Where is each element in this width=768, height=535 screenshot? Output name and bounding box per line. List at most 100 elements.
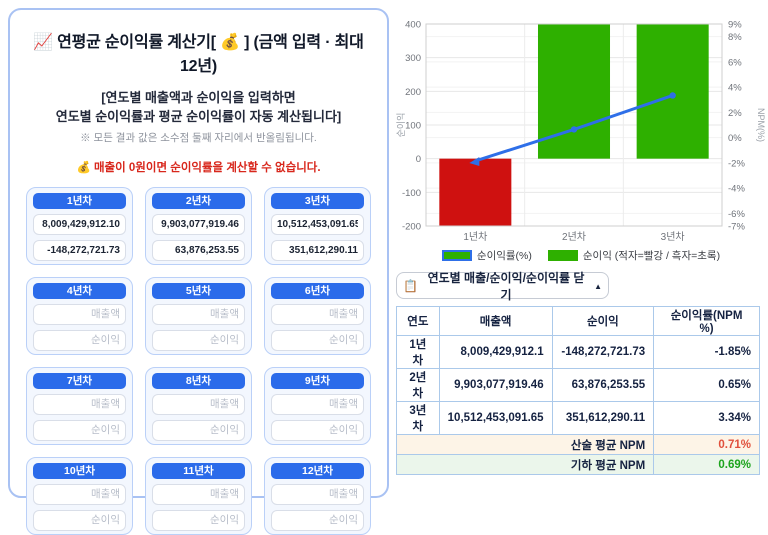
year-badge: 10년차 <box>33 462 126 479</box>
revenue-input[interactable] <box>152 213 245 235</box>
svg-text:순이익: 순이익 <box>396 113 406 138</box>
profit-input[interactable] <box>271 419 364 441</box>
zero-revenue-warning: 💰 매출이 0원이면 순이익률을 계산할 수 없습니다. <box>26 159 371 175</box>
zero-revenue-warning-text: 매출이 0원이면 순이익률을 계산할 수 없습니다. <box>93 161 321 174</box>
revenue-input[interactable] <box>152 393 245 415</box>
table-row: 1년차 8,009,429,912.1 -148,272,721.73 -1.85% <box>396 335 760 369</box>
svg-text:NPM(%): NPM(%) <box>756 108 766 142</box>
profit-input[interactable] <box>271 239 364 261</box>
year-card: 4년차 <box>26 276 133 355</box>
results-column: 400 300 200 100 0 -100 -200 9% 8% 6% 4% 2% 0% -2% -4% -… <box>395 0 768 502</box>
table-header-cell: 연도 <box>396 306 440 336</box>
table-cell-npm: -1.85% <box>653 335 760 369</box>
table-cell-npm: 3.34% <box>653 401 760 435</box>
table-cell-npm: 0.65% <box>653 368 760 402</box>
profit-input[interactable] <box>33 419 126 441</box>
svg-text:2년차: 2년차 <box>562 231 586 243</box>
svg-text:9%: 9% <box>728 20 742 31</box>
svg-text:8%: 8% <box>728 32 742 43</box>
year-card: 7년차 <box>26 366 133 445</box>
legend-item[interactable]: 순이익률(%) <box>441 248 532 263</box>
legend-swatch <box>547 250 578 261</box>
svg-text:300: 300 <box>405 53 421 64</box>
year-badge: 4년차 <box>33 282 126 299</box>
year-card: 8년차 <box>145 366 252 445</box>
revenue-input[interactable] <box>33 393 126 415</box>
summary-label: 산술 평균 NPM <box>395 434 655 455</box>
summary-label: 기하 평균 NPM <box>395 454 655 475</box>
summary-row: 산술 평균 NPM 0.71% <box>395 434 760 455</box>
table-header-cell: 순이익률(NPM %) <box>653 306 760 336</box>
year-card: 6년차 <box>264 276 371 355</box>
legend-label: 순이익률(%) <box>476 250 532 262</box>
rounding-note: ※ 모든 결과 값은 소수점 둘째 자리에서 반올림됩니다. <box>80 131 317 144</box>
instructions: [연도별 매출액과 순이익을 입력하면 연도별 순이익률과 평균 순이익률이 자… <box>26 89 371 127</box>
legend-label: 순이익 (적자=빨강 / 흑자=초록) <box>582 250 721 262</box>
profit-input[interactable] <box>271 509 364 531</box>
year-cards-grid: 1년차 2년차 3년차 4년차 5년차 6년차 7년차 8년차 9년차 10년차 11년차 12년차 <box>26 186 371 535</box>
table-cell-revenue: 9,903,077,919.46 <box>438 368 553 402</box>
table-header-row: 연도 매출액 순이익 순이익률(NPM %) <box>396 306 760 336</box>
year-card: 12년차 <box>264 456 371 535</box>
profit-input[interactable] <box>152 419 245 441</box>
profit-input[interactable] <box>152 329 245 351</box>
svg-text:200: 200 <box>405 87 421 98</box>
revenue-input[interactable] <box>152 303 245 325</box>
results-table-head: 연도 매출액 순이익 순이익률(NPM %) <box>396 306 760 336</box>
year-badge: 12년차 <box>271 462 364 479</box>
svg-text:100: 100 <box>405 121 421 132</box>
year-card: 3년차 <box>264 186 371 265</box>
svg-text:-100: -100 <box>402 188 421 199</box>
table-header-cell: 매출액 <box>438 306 553 336</box>
toggle-table-label: 연도별 매출/순이익/순이익률 닫기 <box>427 270 585 302</box>
svg-text:-6%: -6% <box>728 209 745 220</box>
table-cell-profit: 351,612,290.11 <box>551 401 655 435</box>
page-title: 📈 연평균 순이익률 계산기[ 💰 ] (금액 입력 · 최대 12년) <box>26 28 371 76</box>
chart-panel: 400 300 200 100 0 -100 -200 9% 8% 6% 4% 2% 0% -2% -4% -… <box>396 10 766 263</box>
profit-input[interactable] <box>33 329 126 351</box>
revenue-input[interactable] <box>152 483 245 505</box>
year-card: 9년차 <box>264 366 371 445</box>
revenue-input[interactable] <box>271 303 364 325</box>
revenue-input[interactable] <box>271 213 364 235</box>
table-cell-revenue: 10,512,453,091.65 <box>438 401 553 435</box>
profit-input[interactable] <box>271 329 364 351</box>
revenue-input[interactable] <box>33 213 126 235</box>
svg-text:-2%: -2% <box>728 158 745 169</box>
profit-input[interactable] <box>33 509 126 531</box>
table-row: 2년차 9,903,077,919.46 63,876,253.55 0.65% <box>396 368 760 402</box>
year-card: 2년차 <box>145 186 252 265</box>
clipboard-icon: 📋 <box>403 278 418 293</box>
year-badge: 2년차 <box>152 192 245 209</box>
table-cell-year: 1년차 <box>396 335 440 369</box>
svg-text:-7%: -7% <box>728 222 745 233</box>
table-row: 3년차 10,512,453,091.65 351,612,290.11 3.34% <box>396 401 760 435</box>
year-badge: 3년차 <box>271 192 364 209</box>
revenue-input[interactable] <box>271 393 364 415</box>
toggle-table-button[interactable]: 📋 연도별 매출/순이익/순이익률 닫기 ▲ <box>396 271 609 302</box>
profit-input[interactable] <box>152 239 245 261</box>
svg-text:400: 400 <box>405 20 421 31</box>
table-cell-year: 3년차 <box>396 401 440 435</box>
svg-text:0: 0 <box>416 154 421 165</box>
year-card: 1년차 <box>26 186 133 265</box>
svg-text:4%: 4% <box>728 83 742 94</box>
legend-item[interactable]: 순이익 (적자=빨강 / 흑자=초록) <box>547 248 721 263</box>
svg-text:2%: 2% <box>728 108 742 119</box>
profit-input[interactable] <box>33 239 126 261</box>
year-card: 10년차 <box>26 456 133 535</box>
table-header-cell: 순이익 <box>551 306 655 336</box>
chart-legend: 순이익률(%) 순이익 (적자=빨강 / 흑자=초록) <box>396 248 766 263</box>
year-badge: 1년차 <box>33 192 126 209</box>
profit-input[interactable] <box>152 509 245 531</box>
year-badge: 7년차 <box>33 372 126 389</box>
year-card: 11년차 <box>145 456 252 535</box>
revenue-input[interactable] <box>33 303 126 325</box>
table-cell-year: 2년차 <box>396 368 440 402</box>
svg-text:-4%: -4% <box>728 184 745 195</box>
instructions-line1: [연도별 매출액과 순이익을 입력하면 <box>101 90 296 105</box>
year-badge: 9년차 <box>271 372 364 389</box>
table-cell-revenue: 8,009,429,912.1 <box>438 335 553 369</box>
table-cell-profit: 63,876,253.55 <box>551 368 655 402</box>
table-cell-profit: -148,272,721.73 <box>551 335 655 369</box>
